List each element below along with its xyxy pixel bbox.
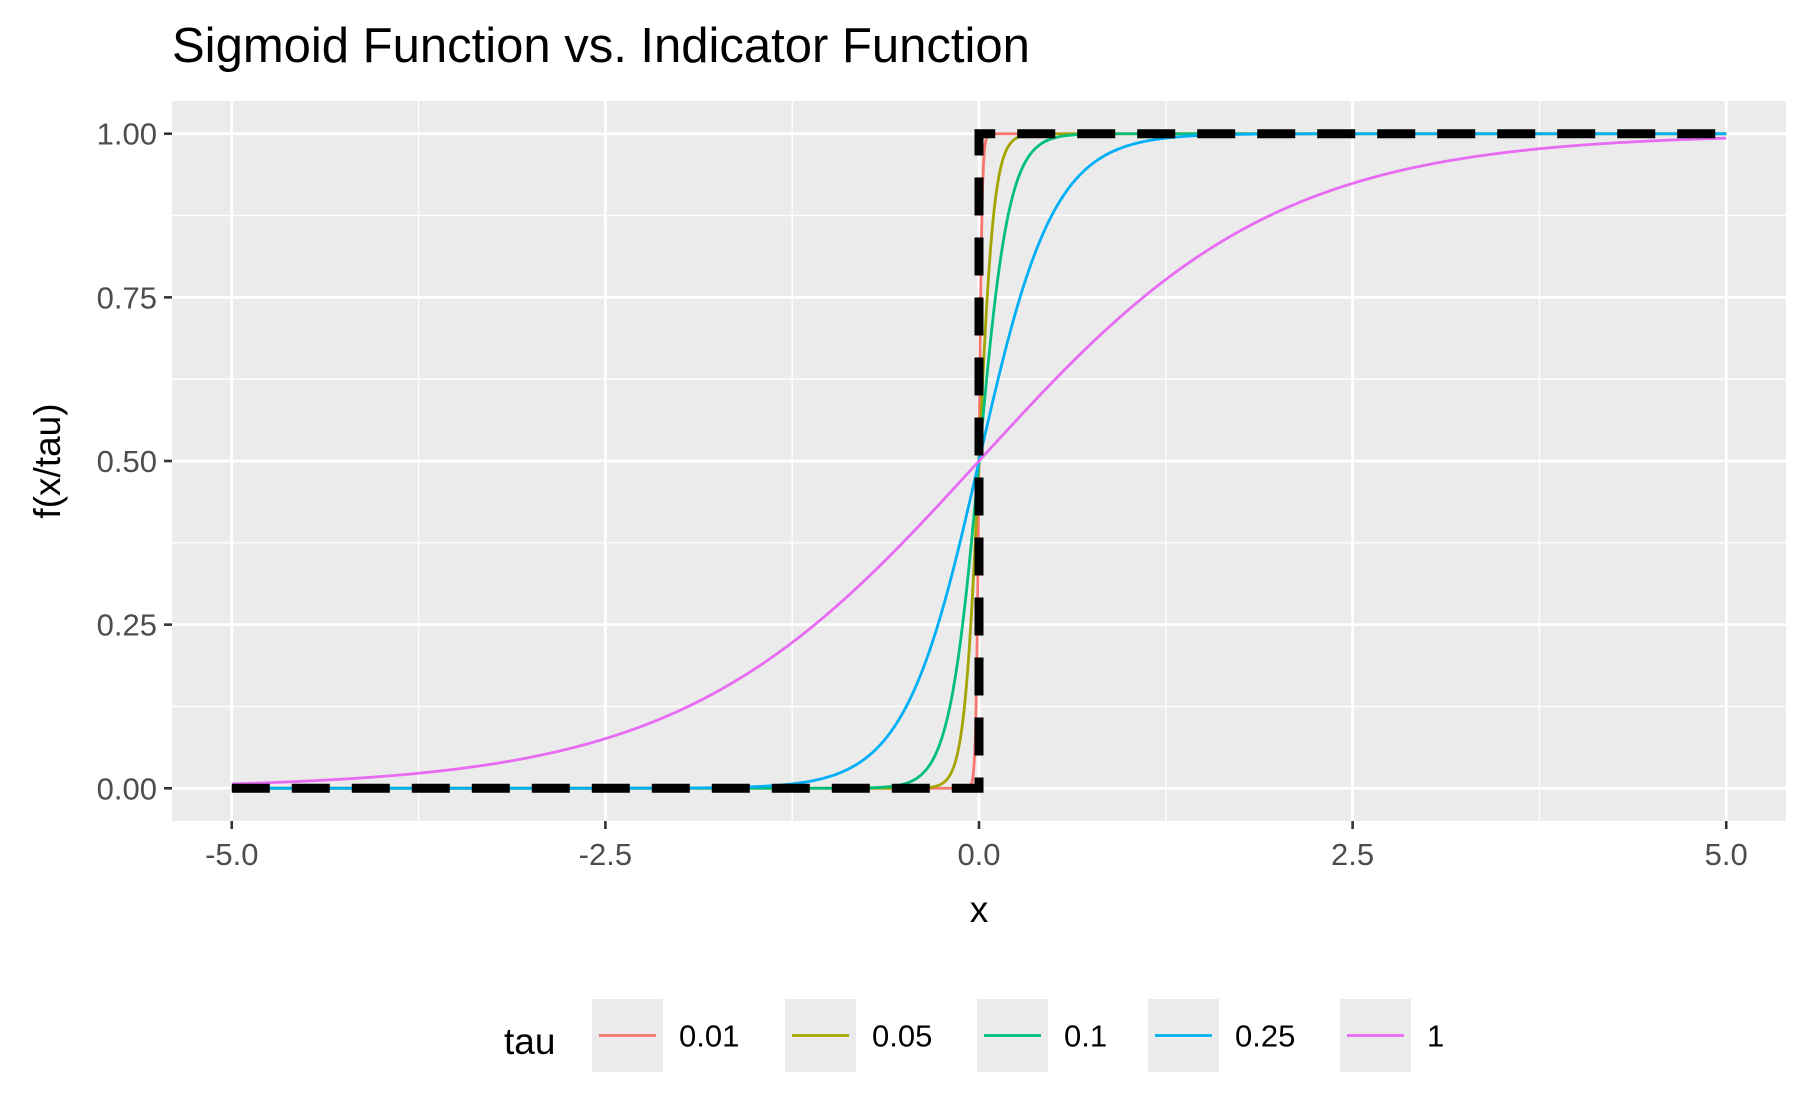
x-tick-label: -2.5 — [579, 837, 632, 872]
legend-label: 0.01 — [679, 1019, 739, 1054]
legend-title: tau — [504, 1021, 555, 1062]
y-axis-title: f(x/tau) — [27, 403, 68, 518]
legend-label: 0.1 — [1064, 1019, 1107, 1054]
x-axis-title: x — [970, 889, 989, 930]
series-line-tau-1 — [231, 136, 1727, 786]
legend-label: 0.05 — [872, 1019, 932, 1054]
y-tick-label: 0.75 — [97, 280, 157, 315]
legend-item-0.1: 0.1 — [977, 999, 1107, 1072]
indicator-function-line — [231, 129, 1727, 793]
legend-items: 0.01 0.05 0.1 0.25 1 — [592, 999, 1444, 1072]
y-axis: 0.00 0.25 0.50 0.75 1.00 — [97, 117, 172, 806]
legend-label: 1 — [1427, 1019, 1444, 1054]
x-tick-label: -5.0 — [205, 837, 258, 872]
x-tick-label: 2.5 — [1331, 837, 1374, 872]
y-tick-label: 0.00 — [97, 771, 157, 806]
y-tick-label: 0.50 — [97, 444, 157, 479]
legend-item-0.01: 0.01 — [592, 999, 739, 1072]
x-axis: -5.0 -2.5 0.0 2.5 5.0 — [205, 821, 1748, 872]
legend-item-1: 1 — [1340, 999, 1444, 1072]
x-tick-label: 5.0 — [1705, 837, 1748, 872]
legend-item-0.05: 0.05 — [785, 999, 932, 1072]
y-tick-label: 0.25 — [97, 608, 157, 643]
legend: tau 0.01 0.05 0.1 0.25 1 — [504, 999, 1444, 1072]
chart-title: Sigmoid Function vs. Indicator Function — [172, 19, 1030, 73]
x-tick-label: 0.0 — [957, 837, 1000, 872]
legend-item-0.25: 0.25 — [1148, 999, 1295, 1072]
y-tick-label: 1.00 — [97, 117, 157, 152]
legend-label: 0.25 — [1235, 1019, 1295, 1054]
